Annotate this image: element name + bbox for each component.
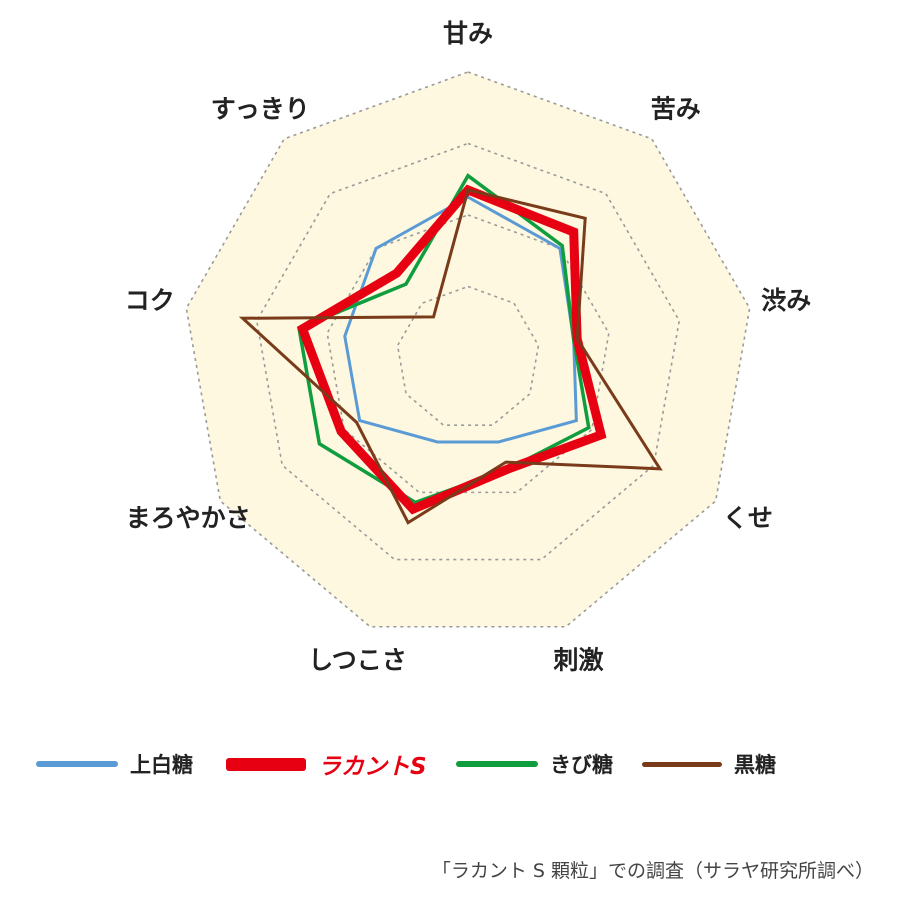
axis-label-3: くせ [723,504,773,533]
axis-label-8: すっきり [211,94,310,123]
axis-label-4: 刺激 [554,646,604,675]
legend-swatch-jouhakutou [36,761,118,767]
legend-item-jouhakutou: 上白糖 [36,736,193,792]
grid-ring-4 [185,71,751,628]
grid-ring-3 [255,142,681,561]
series-line-3 [238,188,663,525]
legend-item-lakanto-s: ラカントS [226,736,427,792]
legend-swatch-lakanto-s [226,757,306,771]
radar-series [238,173,663,525]
axis-label-6: まろやかさ [126,504,251,533]
radar-grid [185,71,751,628]
legend-label-kibitou: きび糖 [550,753,613,777]
legend-item-kokutou: 黒糖 [642,736,776,792]
legend-swatch-kibitou [456,761,538,767]
axis-label-1: 苦み [651,94,701,123]
legend: 上白糖 ラカントS きび糖 黒糖 [0,736,900,792]
legend-item-kibitou: きび糖 [456,736,613,792]
grid-ring-1 [396,285,540,426]
axis-label-2: 渋み [761,286,811,315]
axis-label-7: コク [125,286,175,315]
legend-swatch-kokutou [642,761,722,767]
legend-label-jouhakutou: 上白糖 [130,753,193,777]
axis-label-5: しつこさ [308,646,407,675]
legend-label-lakanto-s: ラカントS [318,754,427,780]
legend-label-kokutou: 黒糖 [734,753,776,777]
axis-label-0: 甘み [443,19,493,48]
source-note: 「ラカント S 顆粒」での調査（サラヤ研究所調べ） [431,860,874,882]
